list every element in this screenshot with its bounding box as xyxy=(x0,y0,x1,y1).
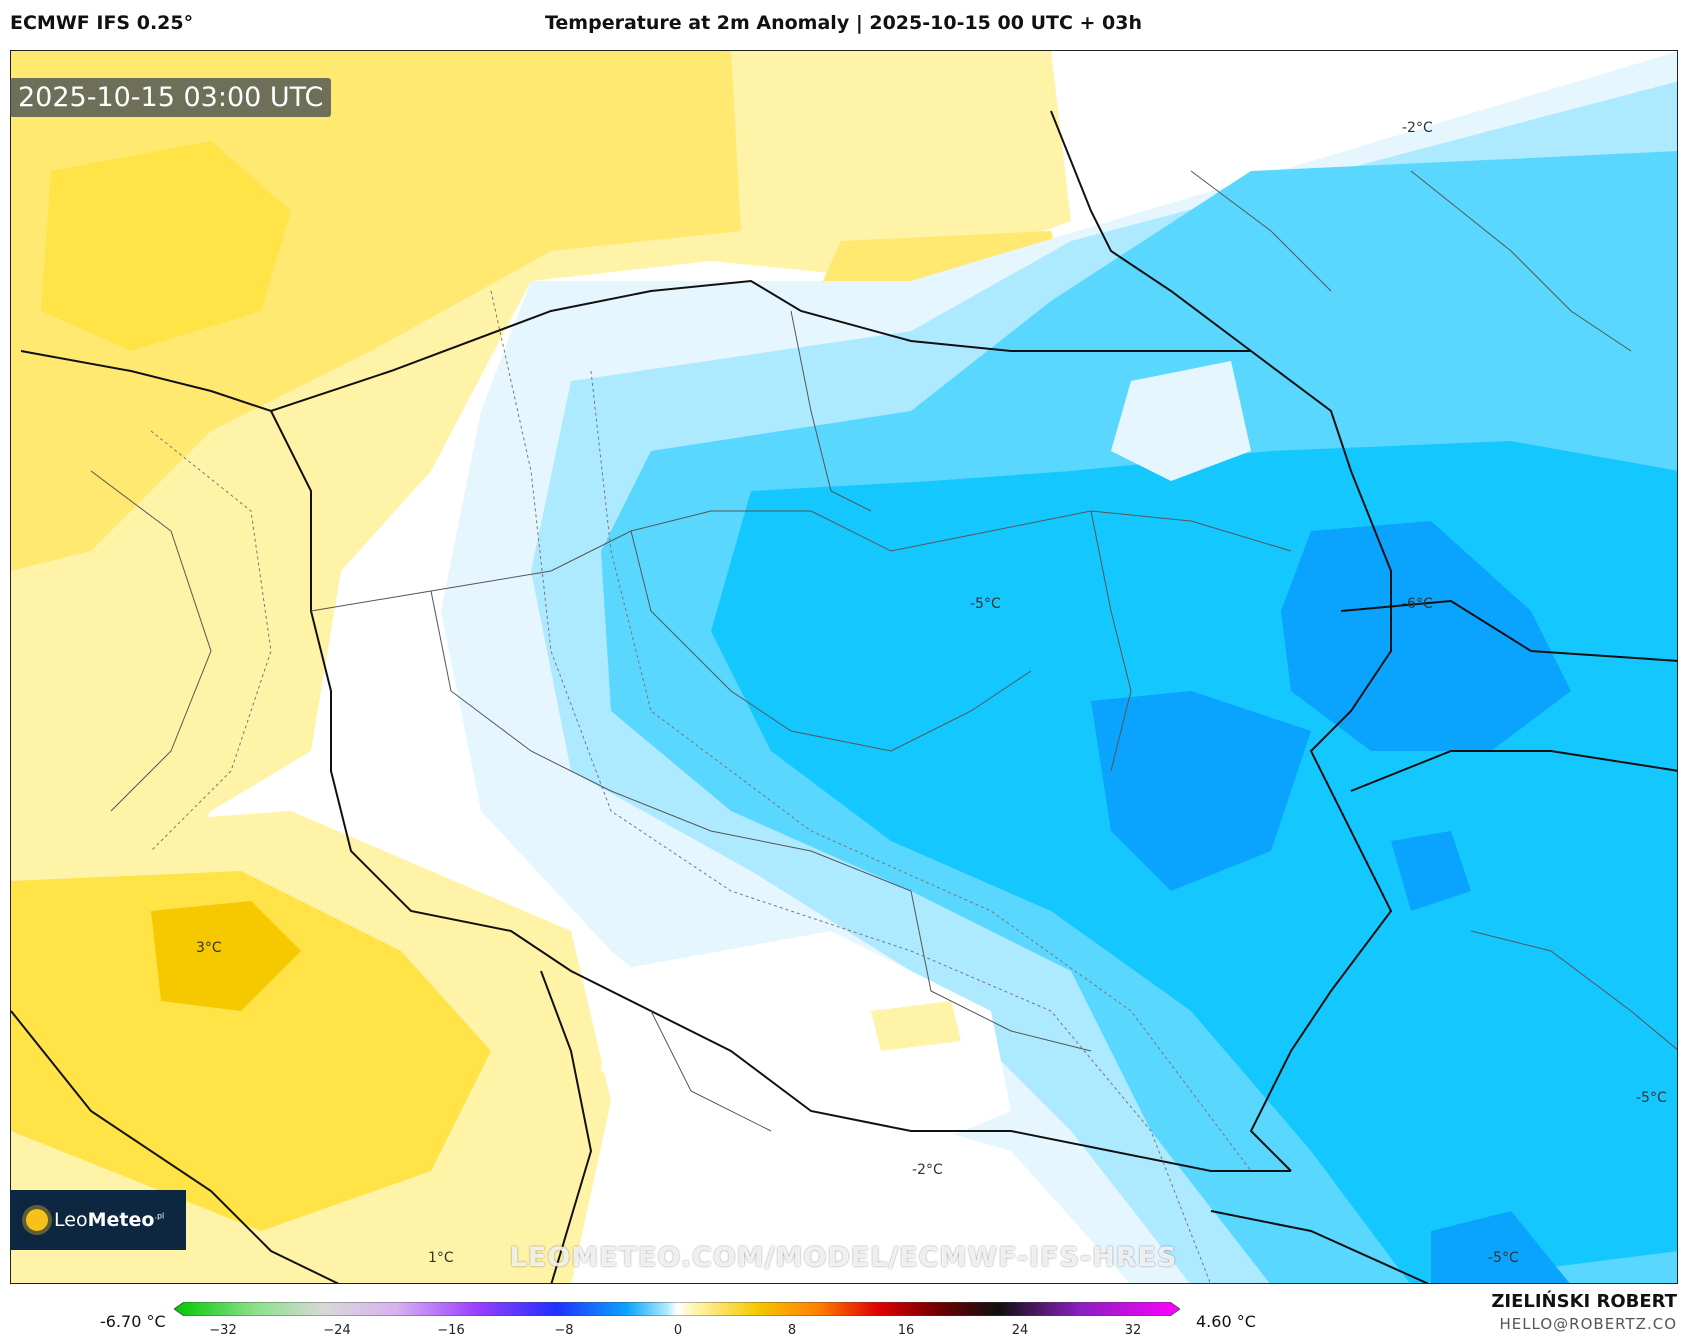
neutral-pocket-south xyxy=(601,931,1011,1161)
leometeo-logo[interactable]: LeoMeteo.pl xyxy=(10,1190,186,1250)
colorbar-min-label: -6.70 °C xyxy=(100,1312,166,1331)
model-url-watermark: LEOMETEO.COM/MODEL/ECMWF-IFS-HRES xyxy=(509,1242,1178,1273)
contour-label: -5°C xyxy=(970,596,1001,612)
anomaly-map xyxy=(11,51,1677,1283)
colorbar-tick: 16 xyxy=(897,1323,915,1338)
colorbar-tick: −32 xyxy=(209,1323,237,1338)
author-email[interactable]: HELLO@ROBERTZ.CO xyxy=(1499,1315,1677,1333)
contour-label: -6°C xyxy=(1402,596,1433,612)
timestamp-badge: 2025-10-15 03:00 UTC xyxy=(10,78,332,117)
map-area[interactable] xyxy=(10,50,1678,1284)
contour-label: 3°C xyxy=(196,940,222,956)
colorbar-max-label: 4.60 °C xyxy=(1196,1312,1256,1331)
neutral-pocket-north xyxy=(1111,361,1251,481)
warm-strong-southwest xyxy=(151,901,301,1011)
region-borders xyxy=(90,170,1677,1132)
warm-core-northwest xyxy=(41,141,291,351)
colorbar-tick: −16 xyxy=(437,1323,465,1338)
contour-label: -5°C xyxy=(1488,1250,1519,1266)
colorbar-tick: 32 xyxy=(1124,1323,1142,1338)
map-title: Temperature at 2m Anomaly | 2025-10-15 0… xyxy=(544,12,1143,34)
colorbar-tick: 24 xyxy=(1011,1323,1029,1338)
author-name: ZIELIŃSKI ROBERT xyxy=(1491,1291,1677,1312)
warm-core-southwest xyxy=(11,871,491,1231)
contour-label: -5°C xyxy=(1636,1090,1667,1106)
contour-label: -2°C xyxy=(1402,120,1433,136)
logo-text: LeoMeteo.pl xyxy=(54,1209,165,1231)
cold-strong-core-east xyxy=(1281,521,1571,751)
cold-strong-core-center xyxy=(1091,691,1311,891)
contour-lines xyxy=(150,290,1252,1283)
colorbar-tick: 0 xyxy=(673,1323,683,1338)
cold-strong-core-south xyxy=(1391,831,1471,911)
colorbar xyxy=(174,1302,1180,1316)
contour-label: 1°C xyxy=(428,1250,454,1266)
model-label: ECMWF IFS 0.25° xyxy=(10,12,194,34)
colorbar-tick: 8 xyxy=(787,1323,797,1338)
contour-label: -2°C xyxy=(912,1162,943,1178)
sun-icon xyxy=(26,1209,48,1231)
country-borders xyxy=(11,110,1677,1283)
colorbar-tick: −8 xyxy=(554,1323,574,1338)
cold-strong-core-southeast xyxy=(1431,1211,1570,1283)
colorbar-tick: −24 xyxy=(323,1323,351,1338)
warm-pocket-south xyxy=(871,1001,961,1051)
